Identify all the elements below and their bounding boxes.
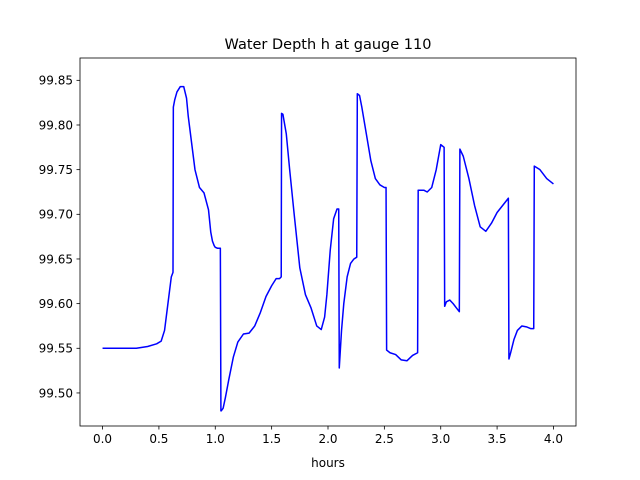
chart-title: Water Depth h at gauge 110 <box>225 37 432 53</box>
x-tick-label: 4.0 <box>544 432 563 446</box>
x-tick-label: 2.5 <box>375 432 394 446</box>
x-tick-label: 0.0 <box>93 432 112 446</box>
y-tick-label: 99.70 <box>39 208 73 222</box>
plot-area: 0.0 0.5 1.0 1.5 2.0 2.5 3.0 3.5 4.0 99.50 99.55 99.… <box>39 57 577 446</box>
x-tick-label: 3.5 <box>488 432 507 446</box>
series-line-0 <box>102 85 554 412</box>
y-tick-label: 99.50 <box>39 386 73 400</box>
y-tick-label: 99.80 <box>39 118 73 132</box>
y-tick-label: 99.55 <box>39 342 73 356</box>
x-tick-label: 1.0 <box>206 432 225 446</box>
x-tick-label: 3.0 <box>431 432 450 446</box>
x-tick-label: 2.0 <box>318 432 337 446</box>
x-tick-label: 0.5 <box>149 432 168 446</box>
plot-frame <box>79 57 577 427</box>
x-axis-label: hours <box>311 456 345 470</box>
y-tick-label: 99.75 <box>39 163 73 177</box>
x-tick-label: 1.5 <box>262 432 281 446</box>
y-tick-label: 99.60 <box>39 297 73 311</box>
y-tick-label: 99.65 <box>39 252 73 266</box>
y-tick-label: 99.85 <box>39 74 73 88</box>
